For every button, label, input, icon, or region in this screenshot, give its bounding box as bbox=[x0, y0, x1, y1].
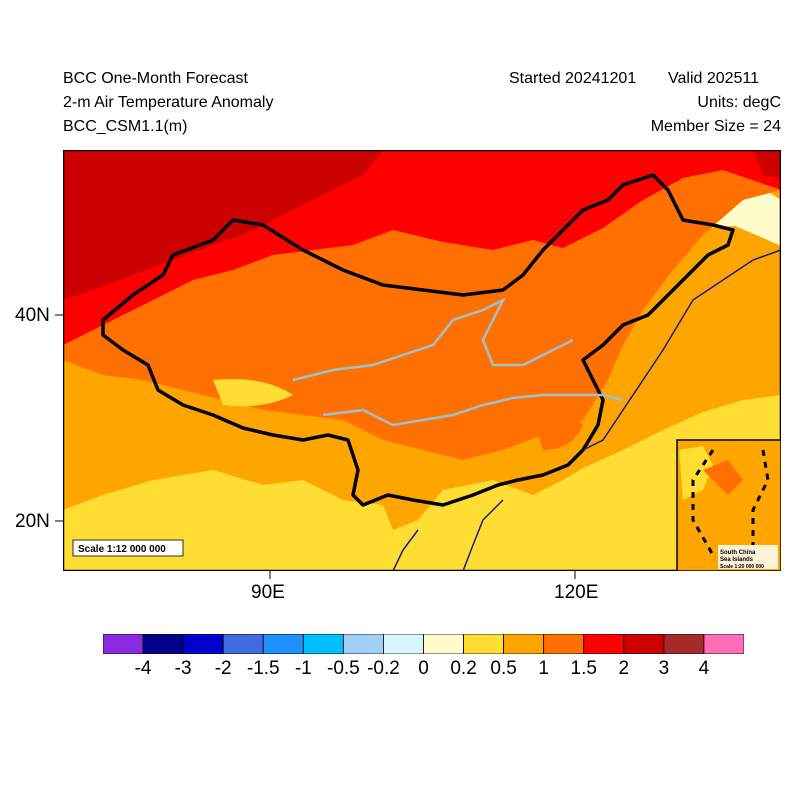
anomaly-region-low-sw bbox=[63, 395, 781, 571]
lon-label-120e: 120E bbox=[554, 582, 599, 603]
colorbar-swatch bbox=[703, 634, 744, 654]
colorbar-swatch bbox=[423, 634, 464, 654]
colorbar-swatch bbox=[543, 634, 585, 654]
colorbar-swatch bbox=[623, 634, 665, 654]
lat-label-40n: 40N bbox=[15, 305, 50, 326]
map-border bbox=[63, 150, 781, 571]
colorbar-label: -3 bbox=[174, 658, 192, 679]
colorbar-swatch bbox=[583, 634, 625, 654]
title-line-2: 2-m Air Temperature Anomaly bbox=[63, 94, 274, 111]
anomaly-patch-1 bbox=[183, 308, 313, 340]
inset-title-1: South China bbox=[720, 550, 756, 556]
colorbar-swatch bbox=[342, 634, 384, 654]
colorbar-label: 2 bbox=[618, 658, 630, 679]
anomaly-patch-3 bbox=[533, 411, 583, 450]
colorbar-label: -0.5 bbox=[327, 658, 360, 679]
colorbar-label: 1.5 bbox=[570, 658, 597, 679]
colorbar-swatch bbox=[503, 634, 545, 654]
colorbar-label: 0 bbox=[418, 658, 429, 679]
colorbar-label: 0.5 bbox=[490, 658, 517, 679]
anomaly-patch-2 bbox=[213, 379, 293, 407]
inset-map: South China Sea Islands Scale 1:20 000 0… bbox=[676, 439, 781, 571]
colorbar-label: 3 bbox=[658, 658, 670, 679]
colorbar bbox=[103, 634, 744, 654]
colorbar-swatch bbox=[302, 634, 344, 654]
coastline bbox=[392, 249, 781, 571]
lon-label-90e: 90E bbox=[251, 582, 285, 603]
colorbar-label: 0.2 bbox=[450, 658, 477, 679]
yellow-river bbox=[292, 297, 574, 382]
colorbar-swatch bbox=[103, 634, 144, 654]
colorbar-label: 4 bbox=[698, 658, 710, 679]
anomaly-region-very-high bbox=[63, 150, 383, 300]
colorbar-label: -4 bbox=[134, 658, 152, 679]
inset-title-2: Sea Islands bbox=[720, 557, 754, 563]
china-border bbox=[101, 173, 735, 507]
title-line-1: BCC One-Month Forecast bbox=[63, 70, 248, 87]
anomaly-region-very-high-east bbox=[753, 150, 781, 178]
colorbar-label: 1 bbox=[538, 658, 549, 679]
valid-date: Valid 202511 bbox=[668, 70, 760, 87]
lat-label-20n: 20N bbox=[15, 511, 50, 532]
colorbar-label: -1 bbox=[294, 658, 312, 679]
started-date: Started 20241201 bbox=[509, 70, 637, 87]
scale-text: Scale 1:12 000 000 bbox=[78, 544, 166, 555]
colorbar-swatch bbox=[182, 634, 224, 654]
title-line-3: BCC_CSM1.1(m) bbox=[63, 118, 188, 135]
colorbar-swatch bbox=[222, 634, 264, 654]
inset-scale: Scale 1:20 000 000 bbox=[720, 564, 764, 570]
colorbar-swatch bbox=[383, 634, 424, 654]
colorbar-swatch bbox=[142, 634, 184, 654]
colorbar-label: -2 bbox=[214, 658, 232, 679]
yangtze-river bbox=[322, 393, 624, 427]
colorbar-label: -0.2 bbox=[367, 658, 400, 679]
scale-box bbox=[72, 539, 184, 557]
colorbar-swatch bbox=[262, 634, 304, 654]
colorbar-swatch bbox=[663, 634, 705, 654]
member-size-label: Member Size = 24 bbox=[650, 118, 781, 135]
units-label: Units: degC bbox=[697, 94, 781, 111]
anomaly-map: Scale 1:12 000 000 South China Sea Islan… bbox=[63, 150, 781, 571]
colorbar-swatch bbox=[463, 634, 505, 654]
colorbar-label: -1.5 bbox=[246, 658, 280, 679]
